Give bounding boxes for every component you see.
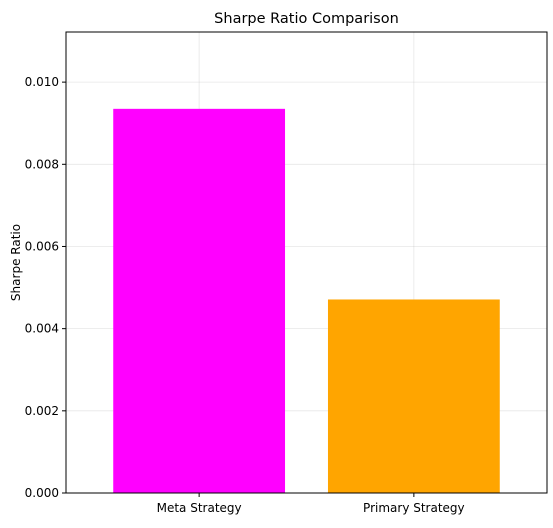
bar-meta-strategy [113,108,286,493]
bar-primary-strategy [327,299,500,493]
y-tick-label: 0.002 [25,404,59,418]
y-axis-ticks: 0.000 0.002 0.004 0.006 0.008 0.010 [25,75,66,500]
chart-title: Sharpe Ratio Comparison [214,11,399,27]
plot-frame [65,31,548,494]
y-tick-label: 0.004 [25,322,59,336]
y-tick-label: 0.008 [25,157,59,171]
y-tick-label: 0.000 [25,486,59,500]
y-axis-title: Sharpe Ratio [9,224,23,301]
y-tick-label: 0.010 [25,75,59,89]
x-tick-label: Primary Strategy [363,501,465,515]
plot-border [65,31,548,494]
x-tick-label: Meta Strategy [157,501,242,515]
bars [113,108,500,493]
y-tick-label: 0.006 [25,239,59,253]
x-axis-ticks: Meta Strategy Primary Strategy [157,493,465,515]
